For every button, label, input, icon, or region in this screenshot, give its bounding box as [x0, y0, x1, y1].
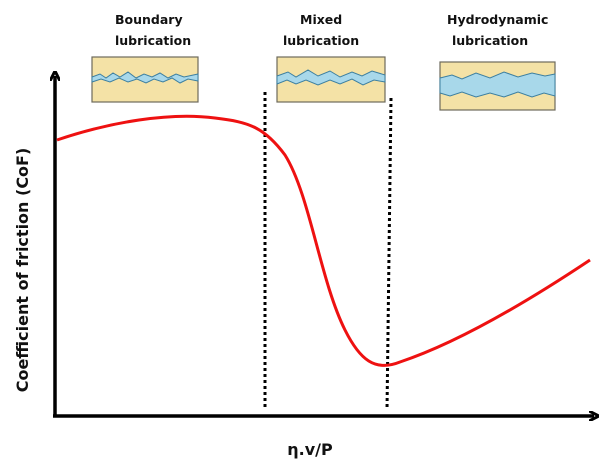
boundary-illustration	[91, 56, 199, 103]
region-label: Mixed	[300, 12, 342, 27]
region-label: lubrication	[283, 33, 359, 48]
region-label: Hydrodynamic	[447, 12, 548, 27]
region-label: lubrication	[452, 33, 528, 48]
x-axis-label: η.v/P	[287, 440, 333, 459]
friction-curve	[56, 114, 591, 367]
region-label: Boundary	[115, 12, 183, 27]
hydrodynamic-illustration	[439, 61, 556, 111]
y-axis-label: Coefficient of friction (CoF)	[13, 148, 32, 393]
mixed-illustration	[276, 56, 386, 103]
region-label: lubrication	[115, 33, 191, 48]
region-divider	[385, 97, 393, 411]
